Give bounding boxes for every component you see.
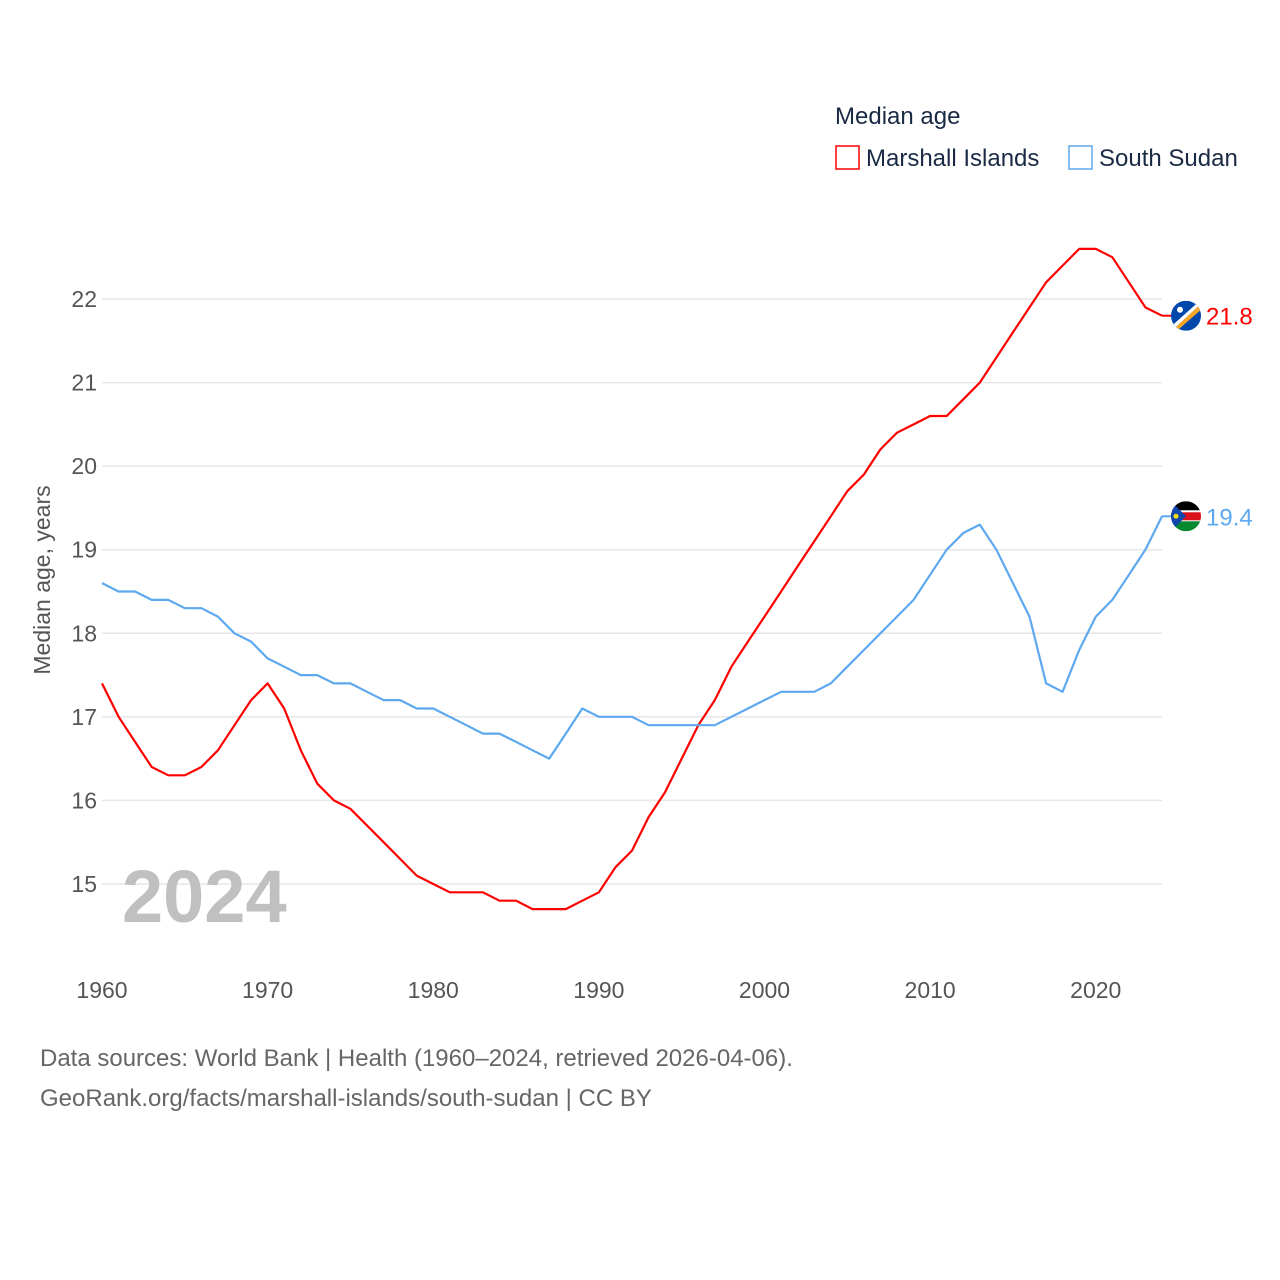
series-lines xyxy=(101,247,1163,911)
watermark-year: 2024 xyxy=(122,855,287,938)
x-tick-label: 1970 xyxy=(242,977,293,1003)
legend-label: Marshall Islands xyxy=(866,145,1039,172)
end-labels: 21.8 19.4 xyxy=(1162,300,1253,532)
end-value-label: 19.4 xyxy=(1206,504,1253,531)
data-sources-text: Data sources: World Bank | Health (1960–… xyxy=(40,1045,793,1072)
x-tick-label: 1990 xyxy=(573,977,624,1003)
y-tick-label: 20 xyxy=(71,453,97,479)
x-tick-label: 1960 xyxy=(76,977,127,1003)
y-tick-label: 15 xyxy=(71,871,97,897)
y-tick-label: 18 xyxy=(71,620,97,646)
y-tick-label: 17 xyxy=(71,704,97,730)
x-tick-label: 2020 xyxy=(1070,977,1121,1003)
x-tick-label: 2010 xyxy=(905,977,956,1003)
legend-swatch xyxy=(1068,145,1093,170)
legend-swatch xyxy=(835,145,860,170)
y-tick-label: 19 xyxy=(71,537,97,563)
y-tick-label: 21 xyxy=(71,370,97,396)
legend-item-marshall-islands[interactable]: Marshall Islands xyxy=(835,145,1039,172)
legend-title: Median age xyxy=(835,103,960,130)
y-tick-label: 16 xyxy=(71,787,97,813)
flag-south-sudan-icon xyxy=(1171,501,1201,532)
y-axis-label: Median age, years xyxy=(29,485,55,674)
series-line-south-sudan xyxy=(101,515,1163,760)
x-tick-label: 2000 xyxy=(739,977,790,1003)
end-value-label: 21.8 xyxy=(1206,304,1253,331)
x-tick-label: 1980 xyxy=(408,977,459,1003)
legend-label: South Sudan xyxy=(1099,145,1238,172)
legend-item-south-sudan[interactable]: South Sudan xyxy=(1068,145,1238,172)
gridlines xyxy=(102,298,1162,885)
source-link[interactable]: GeoRank.org/facts/marshall-islands/south… xyxy=(40,1085,652,1112)
x-axis-ticks: 1960 1970 1980 1990 2000 2010 2020 xyxy=(76,977,1121,1003)
flag-marshall-islands-icon xyxy=(1171,300,1201,331)
series-line-marshall-islands xyxy=(101,247,1163,911)
y-tick-label: 22 xyxy=(71,286,97,312)
y-axis-ticks: 15 16 17 18 19 20 21 22 xyxy=(71,286,97,897)
